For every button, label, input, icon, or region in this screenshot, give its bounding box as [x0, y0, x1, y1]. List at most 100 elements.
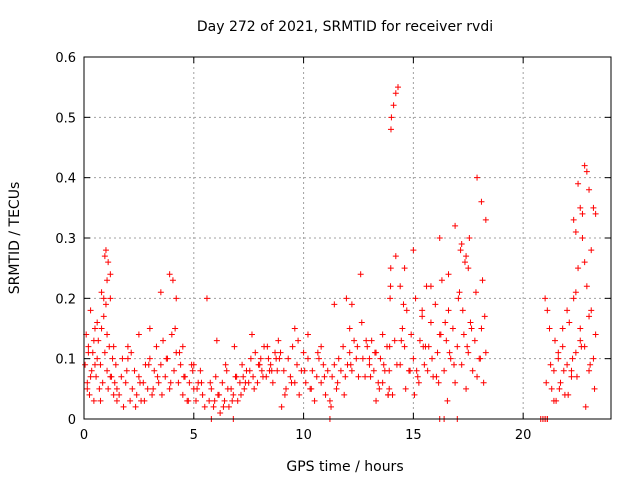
data-point	[586, 313, 593, 320]
data-point	[564, 361, 571, 368]
data-point	[304, 331, 311, 338]
data-point	[264, 343, 271, 350]
data-point	[94, 355, 101, 362]
data-point	[85, 343, 92, 350]
data-point	[302, 379, 309, 386]
data-point	[331, 361, 338, 368]
grid-layer	[84, 57, 611, 419]
data-point	[141, 397, 148, 404]
data-point	[84, 379, 91, 386]
data-point	[335, 355, 342, 362]
data-point	[229, 397, 236, 404]
data-point	[421, 361, 428, 368]
y-tick-label: 0.2	[55, 292, 76, 307]
data-point	[135, 331, 142, 338]
data-point	[269, 379, 276, 386]
data-point	[133, 391, 140, 398]
data-point	[444, 397, 451, 404]
data-point	[427, 283, 434, 290]
data-point	[441, 367, 448, 374]
y-tick-label: 0.5	[55, 111, 76, 126]
data-point	[397, 283, 404, 290]
data-point	[234, 397, 241, 404]
data-point	[354, 343, 361, 350]
data-point	[446, 349, 453, 356]
data-point	[285, 355, 292, 362]
data-point	[581, 162, 588, 169]
data-point	[314, 349, 321, 356]
data-point	[149, 391, 156, 398]
data-point	[225, 403, 232, 410]
data-point	[591, 385, 598, 392]
data-point	[478, 325, 485, 332]
data-point	[355, 373, 362, 380]
data-point	[223, 367, 230, 374]
data-point	[166, 385, 173, 392]
data-point	[272, 349, 279, 356]
data-point	[555, 349, 562, 356]
data-point	[368, 337, 375, 344]
data-point	[100, 295, 107, 302]
data-point	[87, 373, 94, 380]
data-point	[111, 379, 118, 386]
data-point	[155, 379, 162, 386]
data-point	[112, 361, 119, 368]
data-point	[101, 349, 108, 356]
data-point	[544, 307, 551, 314]
data-point	[109, 355, 116, 362]
data-point	[199, 391, 206, 398]
data-point	[207, 379, 214, 386]
data-point	[287, 373, 294, 380]
data-point	[136, 379, 143, 386]
data-point	[579, 235, 586, 241]
data-point	[84, 385, 91, 392]
data-point	[419, 307, 426, 314]
chart-title: Day 272 of 2021, SRMTID for receiver rvd…	[197, 19, 493, 35]
data-point	[311, 397, 318, 404]
data-point	[362, 373, 369, 380]
data-point	[208, 385, 215, 392]
data-point	[570, 216, 577, 223]
x-axis-label: GPS time / hours	[286, 459, 403, 475]
data-point	[410, 355, 417, 362]
data-point	[570, 295, 577, 302]
data-point	[100, 313, 107, 320]
data-point	[548, 385, 555, 392]
data-point	[578, 343, 585, 350]
data-point	[113, 385, 120, 392]
data-point	[577, 337, 584, 344]
data-point	[99, 379, 106, 386]
data-point	[97, 361, 104, 368]
data-point	[559, 343, 566, 350]
data-point	[198, 379, 205, 386]
data-point	[105, 259, 112, 266]
data-point	[452, 379, 459, 386]
data-point	[588, 307, 595, 314]
data-point	[87, 307, 94, 314]
data-point	[568, 373, 575, 380]
x-tick-label: 15	[405, 428, 422, 443]
data-point	[257, 355, 264, 362]
data-point	[259, 373, 266, 380]
data-point	[250, 373, 257, 380]
data-point	[163, 355, 170, 362]
data-point	[254, 379, 261, 386]
data-point	[318, 343, 325, 350]
data-point	[91, 325, 98, 332]
data-point	[415, 379, 422, 386]
data-point	[348, 301, 355, 308]
data-point	[252, 349, 259, 356]
data-point	[173, 295, 180, 302]
data-point	[479, 277, 486, 284]
data-point	[387, 265, 394, 272]
data-point	[377, 355, 384, 362]
data-point	[468, 325, 475, 332]
data-point	[550, 367, 557, 374]
data-point	[402, 385, 409, 392]
data-point	[192, 397, 199, 404]
data-point	[401, 343, 408, 350]
data-point	[577, 204, 584, 211]
data-point	[318, 379, 325, 386]
data-point	[575, 180, 582, 187]
